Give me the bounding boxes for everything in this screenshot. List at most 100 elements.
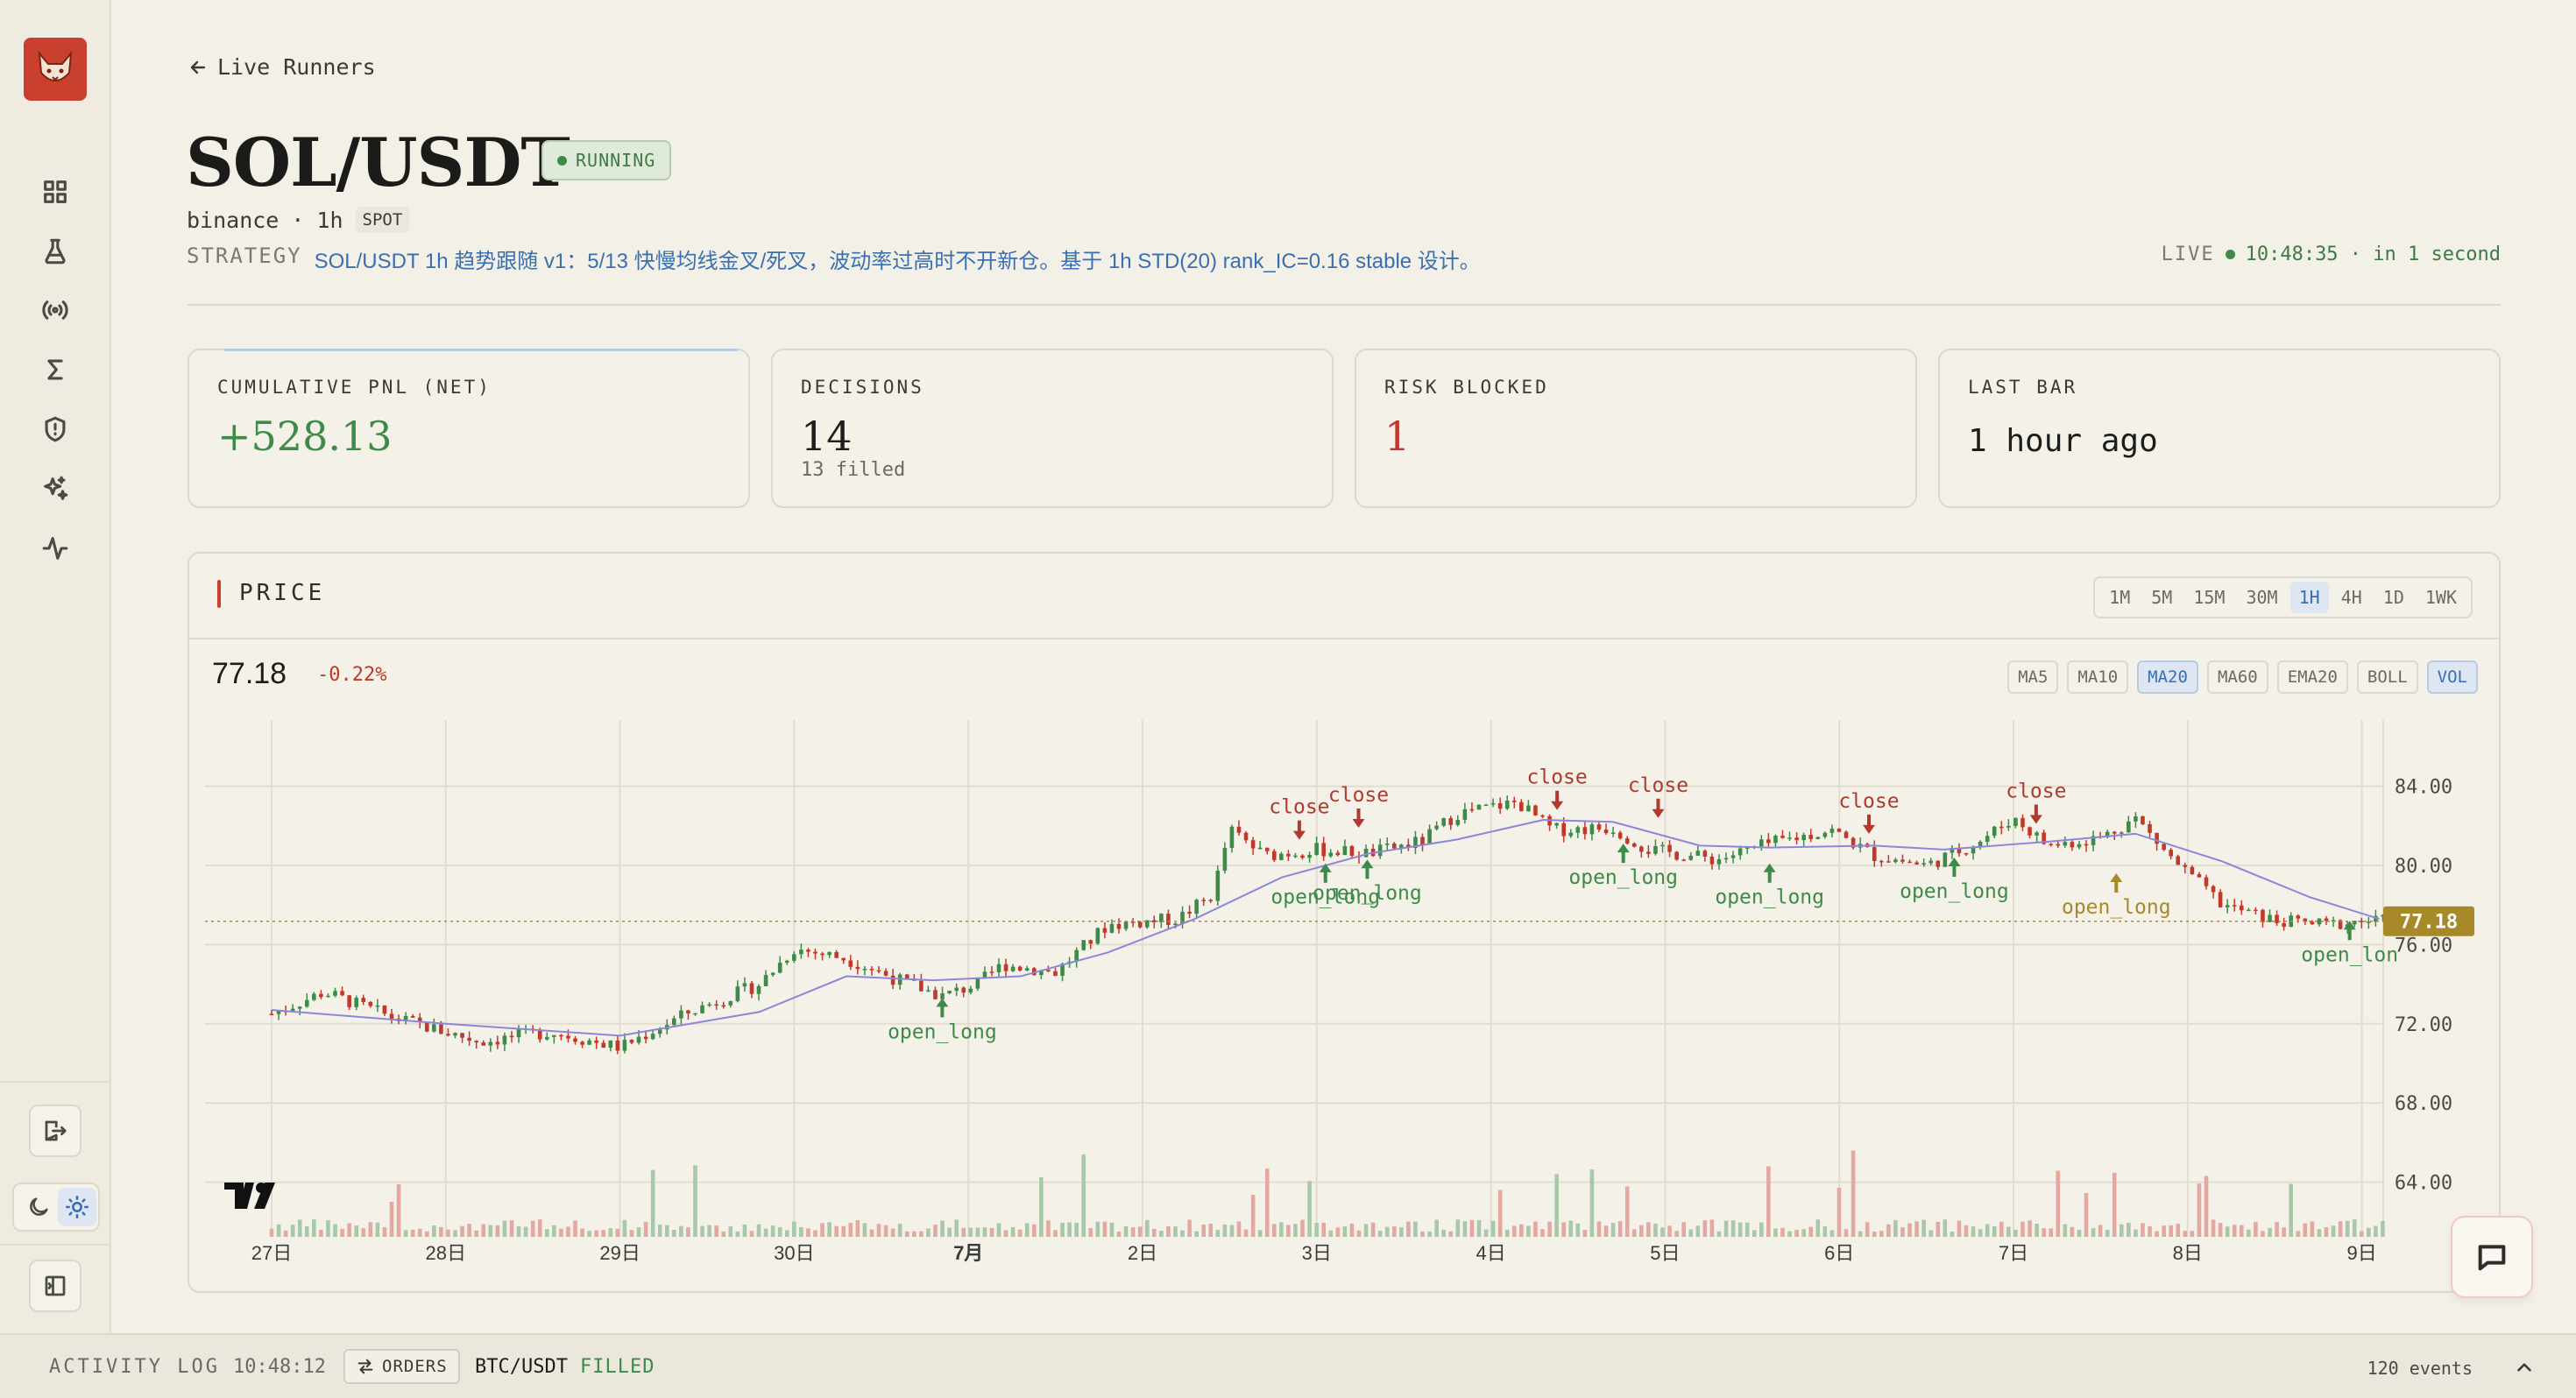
candle xyxy=(1540,815,1545,817)
candle xyxy=(1490,802,1496,805)
logout-button[interactable] xyxy=(29,1105,81,1157)
candle xyxy=(439,1024,443,1034)
candle xyxy=(2049,844,2054,845)
sparkles-icon[interactable] xyxy=(35,469,75,509)
volume-bar xyxy=(1851,1150,1856,1237)
timeframe-1d[interactable]: 1D xyxy=(2382,587,2404,608)
activity-log-bar[interactable]: ACTIVITY LOG 10:48:12 ORDERS BTC/USDT FI… xyxy=(0,1333,2576,1398)
theme-toggle[interactable] xyxy=(12,1183,100,1232)
volume-bar xyxy=(446,1229,450,1237)
candle xyxy=(1971,847,1976,854)
candle xyxy=(904,974,909,979)
volume-bar xyxy=(1321,1222,1326,1237)
collapse-sidebar-button[interactable] xyxy=(29,1260,81,1312)
moon-icon[interactable] xyxy=(19,1188,58,1226)
orders-filter-button[interactable]: ORDERS xyxy=(343,1349,460,1384)
candle xyxy=(1095,928,1100,944)
timeframe-1m[interactable]: 1M xyxy=(2109,587,2131,608)
indicator-ma60[interactable]: MA60 xyxy=(2206,660,2268,694)
candle xyxy=(1363,848,1369,858)
strategy-description[interactable]: SOL/USDT 1h 趋势跟随 v1：5/13 快慢均线金叉/死叉，波动率过高… xyxy=(314,250,1481,273)
indicator-ma10[interactable]: MA10 xyxy=(2067,660,2129,694)
candle xyxy=(855,966,860,970)
volume-bar xyxy=(1575,1223,1581,1237)
volume-bar xyxy=(1123,1225,1129,1237)
volume-bar xyxy=(1159,1231,1164,1237)
shield-icon[interactable] xyxy=(35,409,75,449)
volume-bar xyxy=(354,1225,359,1237)
candle xyxy=(1773,836,1778,844)
indicator-boll[interactable]: BOLL xyxy=(2356,660,2418,694)
timeframe-selector: 1M 5M 15M 30M 1H 4H 1D 1WK xyxy=(2093,576,2473,618)
broadcast-icon[interactable] xyxy=(35,290,75,330)
volume-bar xyxy=(2211,1219,2216,1237)
y-tick-label: 72.00 xyxy=(2395,1014,2452,1036)
indicator-ma5[interactable]: MA5 xyxy=(2007,660,2059,694)
grid-icon[interactable] xyxy=(35,172,75,212)
timeframe-4h[interactable]: 4H xyxy=(2340,587,2362,608)
page-title: SOL/USDT xyxy=(186,124,570,201)
candle xyxy=(566,1035,570,1039)
sigma-icon[interactable] xyxy=(35,350,75,390)
volume-bar xyxy=(1144,1219,1150,1237)
volume-bar xyxy=(1187,1219,1192,1237)
metric-value: +528.13 xyxy=(217,413,393,460)
x-tick-label: 8日 xyxy=(2173,1242,2203,1264)
volume-bar xyxy=(1589,1169,1595,1237)
candle xyxy=(1723,858,1729,860)
timeframe-15m[interactable]: 15M xyxy=(2193,587,2226,608)
candle xyxy=(368,1001,373,1006)
candle xyxy=(1730,855,1736,858)
volume-bar xyxy=(1420,1231,1425,1237)
timeframe-5m[interactable]: 5M xyxy=(2151,587,2173,608)
candle xyxy=(1794,837,1799,841)
candle xyxy=(940,993,945,999)
volume-bar xyxy=(1957,1220,1962,1237)
indicator-vol[interactable]: VOL xyxy=(2426,660,2478,694)
volume-bar xyxy=(1815,1219,1821,1237)
volume-bar xyxy=(1243,1229,1249,1237)
volume-bar xyxy=(1914,1221,1919,1237)
volume-bar xyxy=(1603,1225,1609,1237)
flask-icon[interactable] xyxy=(35,231,75,272)
timeframe-1h[interactable]: 1H xyxy=(2289,582,2329,613)
candle xyxy=(1166,914,1171,925)
last-price: 77.18 xyxy=(212,657,287,690)
timeframe-30m[interactable]: 30M xyxy=(2246,587,2278,608)
volume-bar xyxy=(375,1222,380,1237)
volume-bar xyxy=(1490,1220,1496,1237)
volume-bar xyxy=(1766,1166,1771,1237)
volume-bar xyxy=(481,1224,486,1237)
indicator-ema20[interactable]: EMA20 xyxy=(2276,660,2348,694)
fox-logo-icon[interactable] xyxy=(24,38,87,101)
volume-bar xyxy=(883,1225,888,1237)
volume-bar xyxy=(2324,1226,2329,1237)
timeframe-1wk[interactable]: 1WK xyxy=(2424,587,2457,608)
candle xyxy=(1709,856,1715,865)
sun-icon[interactable] xyxy=(58,1188,96,1226)
chat-button[interactable] xyxy=(2451,1216,2533,1298)
expand-log-button[interactable] xyxy=(2513,1356,2536,1379)
close-marker-label: close xyxy=(1527,766,1588,789)
candle xyxy=(2247,909,2251,912)
open-long-marker-arrow xyxy=(2343,921,2356,941)
volume-bar xyxy=(700,1225,704,1237)
close-marker-arrow xyxy=(1862,814,1875,834)
candle xyxy=(643,1036,648,1040)
candle xyxy=(869,969,874,971)
volume-bar xyxy=(749,1231,754,1237)
sidebar-divider xyxy=(0,1081,111,1083)
indicator-ma20[interactable]: MA20 xyxy=(2137,660,2198,694)
volume-bar xyxy=(389,1201,394,1237)
volume-bar xyxy=(2013,1229,2018,1237)
candle xyxy=(1222,847,1228,871)
volume-bar xyxy=(834,1225,839,1237)
candle xyxy=(1504,801,1510,809)
volume-bar xyxy=(1363,1224,1369,1237)
candle xyxy=(1851,837,1856,848)
back-link[interactable]: Live Runners xyxy=(188,54,376,80)
x-tick-label: 7日 xyxy=(1999,1242,2028,1264)
pulse-icon[interactable] xyxy=(35,528,75,568)
candle xyxy=(1936,860,1941,867)
candlestick-chart[interactable]: 84.00 80.00 76.00 72.00 68.00 64.00 27日 28日 29日 3… xyxy=(189,554,2501,1293)
